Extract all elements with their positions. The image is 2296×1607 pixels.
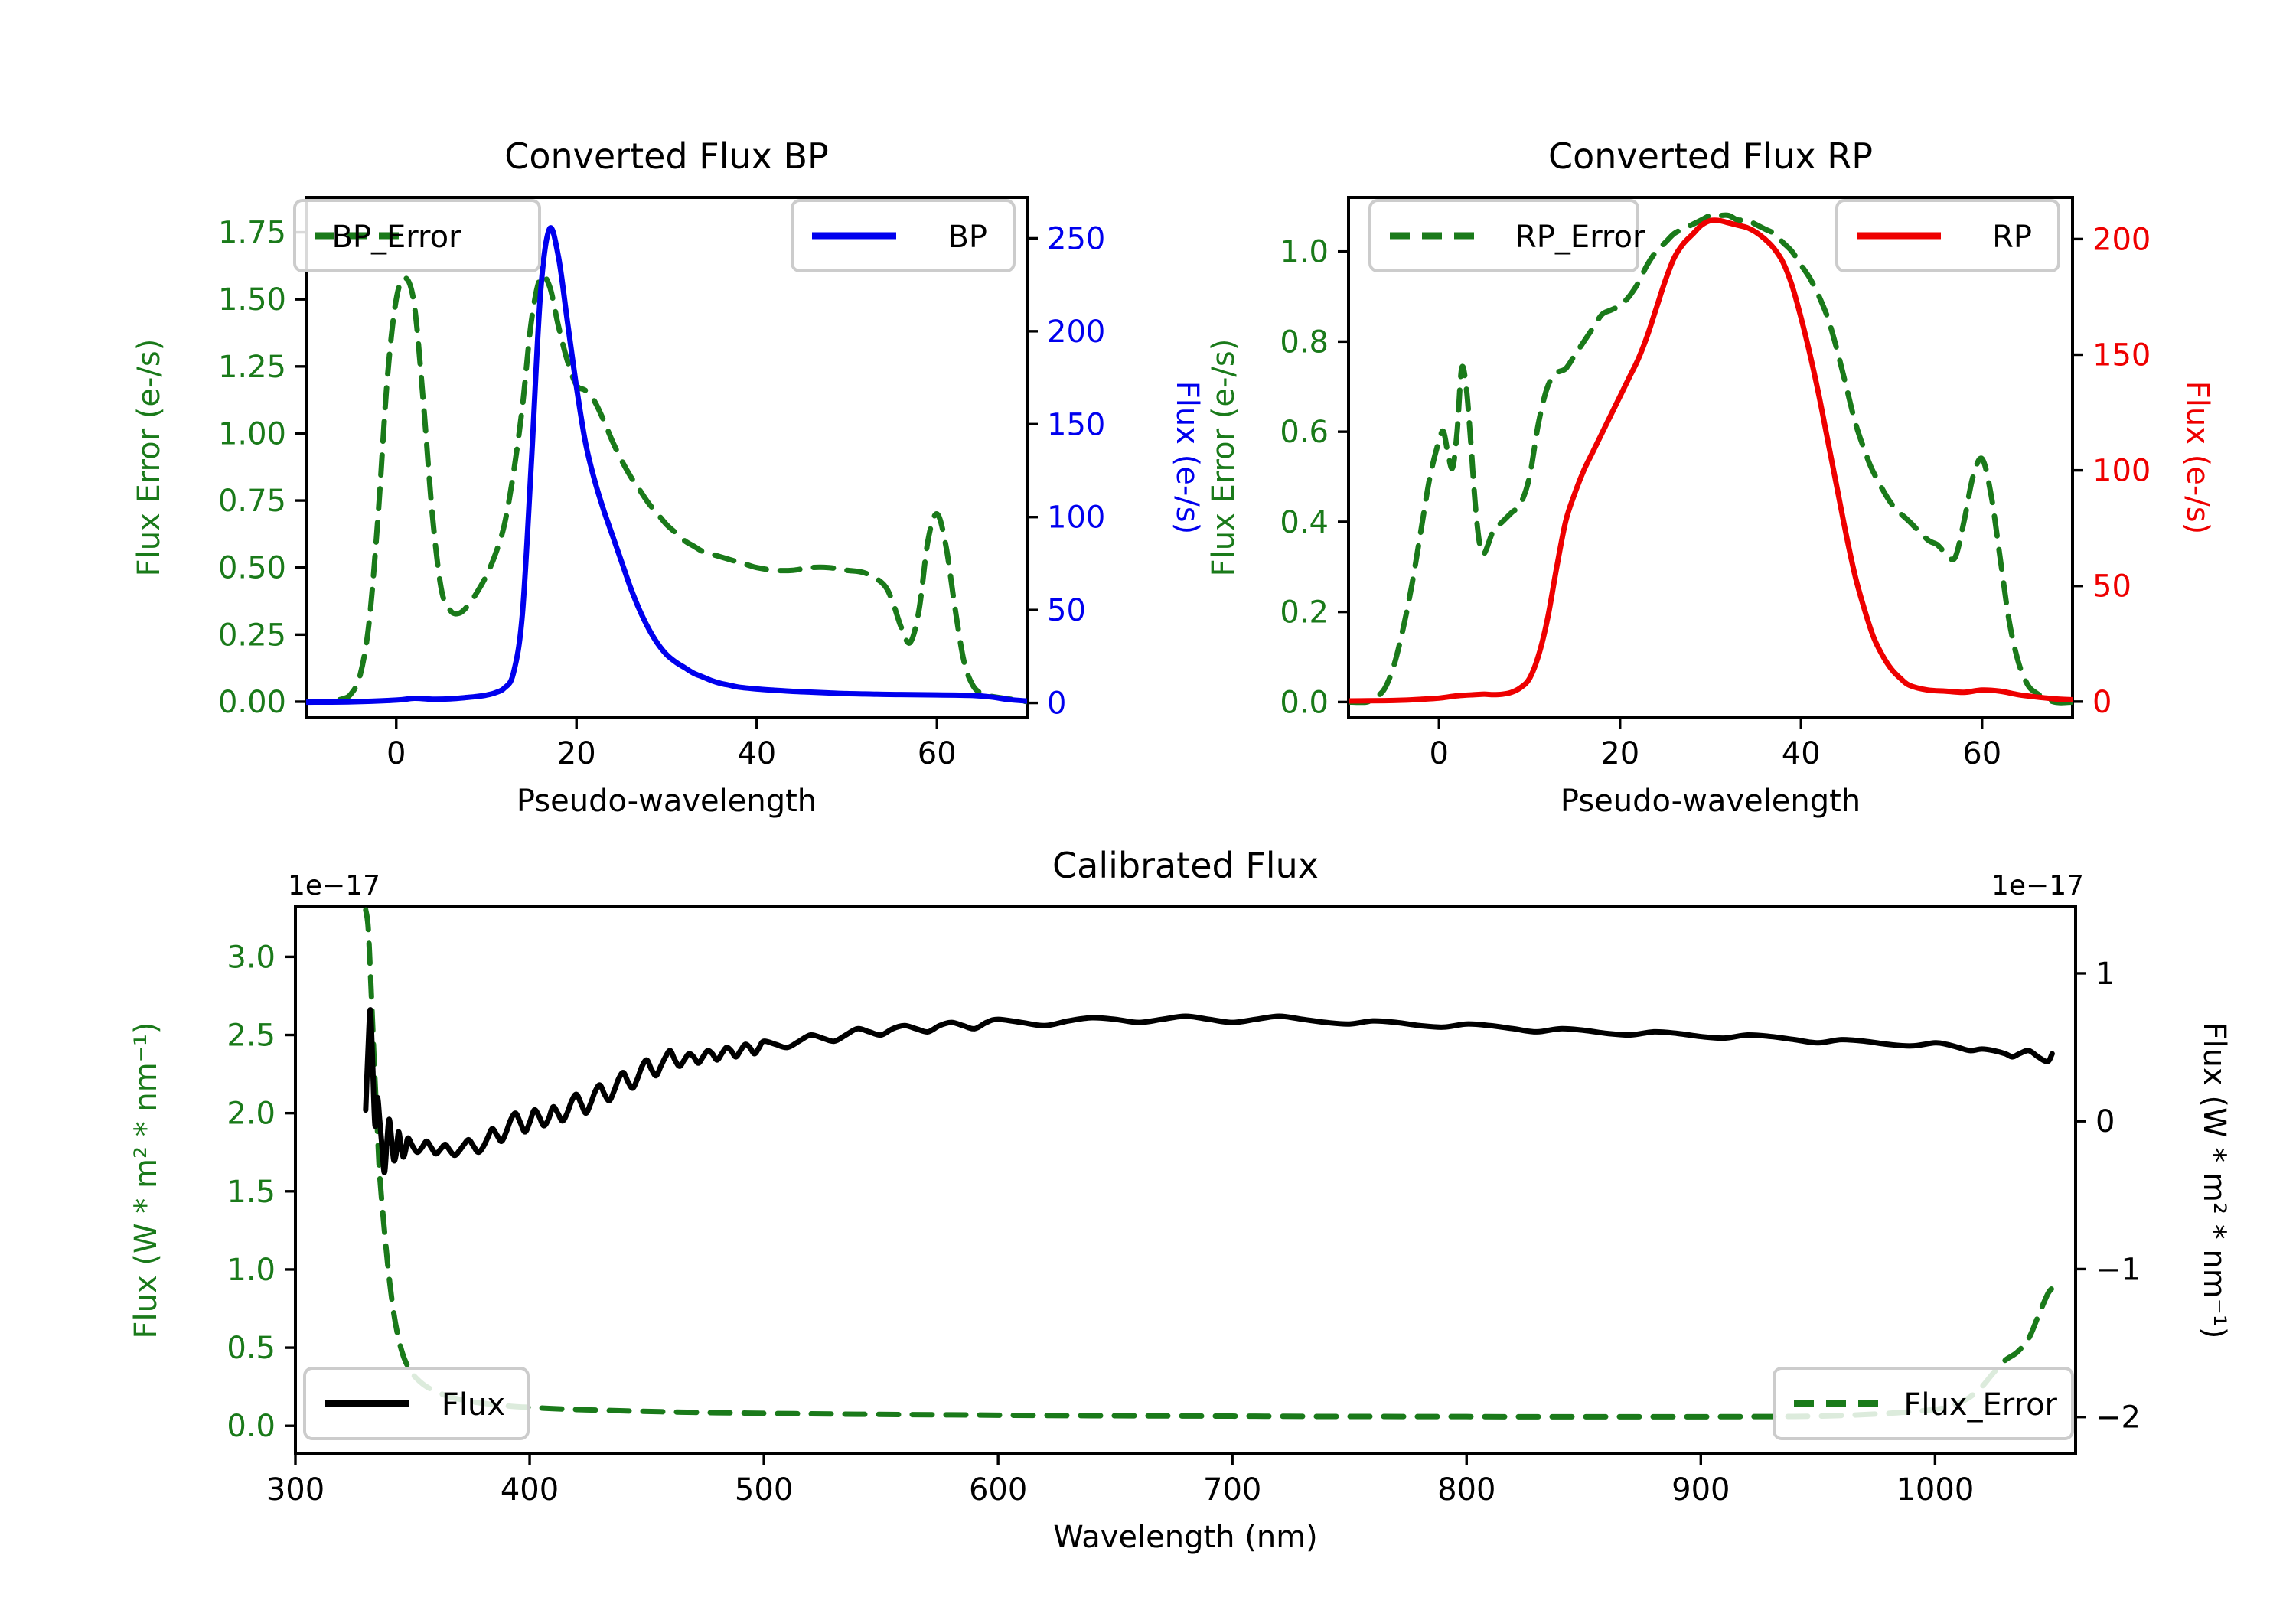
legend-label: Flux (442, 1387, 505, 1423)
y-right-tick-label: 100 (1047, 500, 1105, 536)
x-tick-label: 600 (969, 1472, 1027, 1508)
series-line-flux_error (363, 907, 2055, 1420)
y-right-tick-label: −2 (2095, 1400, 2141, 1436)
legend-box (791, 199, 1016, 272)
panel-title: Converted Flux BP (504, 135, 829, 177)
legend-flux[interactable]: Flux (303, 1367, 530, 1440)
legend-bp-error[interactable]: BP_Error (293, 199, 541, 272)
y-left-tick-label: 2.5 (227, 1019, 276, 1054)
legend-box (293, 199, 541, 272)
y-right-tick-label: 250 (1047, 221, 1105, 256)
y-right-axis-label: Flux (e-/s) (2180, 381, 2215, 534)
y-right-tick-label: 0 (2095, 1104, 2115, 1139)
y-left-tick-label: 0.25 (218, 618, 286, 653)
plot-frame (1347, 196, 2074, 719)
legend-rp-error[interactable]: RP_Error (1368, 199, 1645, 272)
legend-label: BP (947, 220, 987, 255)
legend-bp[interactable]: BP (791, 199, 1016, 272)
series-line-rp (1349, 217, 2073, 704)
y-left-tick-label: 1.5 (227, 1175, 276, 1210)
x-tick-label: 20 (557, 736, 596, 771)
x-tick-label: 0 (386, 736, 406, 771)
panel-title: Converted Flux RP (1548, 135, 1873, 177)
series-line-flux (363, 1007, 2055, 1175)
y-left-axis-label: Flux Error (e-/s) (1206, 339, 1241, 577)
plot-frame (294, 905, 2077, 1455)
y-left-tick-label: 1.75 (218, 216, 286, 251)
legend-box (1835, 199, 2060, 272)
y-left-tick-label: 0.5 (227, 1331, 276, 1366)
y-left-offset-text: 1e−17 (288, 870, 380, 901)
y-left-tick-label: 0.75 (218, 484, 286, 519)
x-tick-label: 800 (1437, 1472, 1495, 1508)
y-right-axis-label: Flux (e-/s) (1169, 381, 1205, 534)
y-left-tick-label: 0.4 (1280, 505, 1329, 540)
x-tick-label: 40 (1782, 736, 1821, 771)
y-right-tick-label: 200 (2092, 222, 2151, 257)
y-right-tick-label: 150 (1047, 407, 1105, 442)
x-tick-label: 1000 (1896, 1472, 1974, 1508)
y-left-tick-label: 2.0 (227, 1097, 276, 1132)
x-tick-label: 40 (737, 736, 776, 771)
legend-box (1368, 199, 1639, 272)
legend-label: Flux_Error (1903, 1387, 2057, 1423)
series-line-bp_error (306, 272, 1027, 705)
x-axis-label: Pseudo-wavelength (517, 784, 817, 819)
y-left-tick-label: 0.6 (1280, 415, 1329, 450)
y-right-tick-label: 0 (2092, 685, 2112, 720)
x-tick-label: 900 (1671, 1472, 1730, 1508)
plot-frame (305, 196, 1029, 719)
x-axis-label: Pseudo-wavelength (1561, 784, 1861, 819)
legend-label: RP (1992, 220, 2032, 255)
y-left-tick-label: 0.0 (1280, 685, 1329, 720)
x-tick-label: 400 (501, 1472, 559, 1508)
legend-box (1773, 1367, 2074, 1440)
legend-label: BP_Error (331, 220, 461, 255)
y-left-tick-label: 0.2 (1280, 595, 1329, 631)
y-right-tick-label: 150 (2092, 338, 2151, 373)
x-tick-label: 60 (918, 736, 957, 771)
panel-rp: Converted Flux RP 0 20 40 60 Pseudo-wavelengt… (1206, 135, 2215, 819)
x-axis-label: Wavelength (nm) (1053, 1520, 1318, 1555)
y-left-tick-label: 1.0 (1280, 235, 1329, 270)
y-left-tick-label: 0.0 (227, 1409, 276, 1444)
x-tick-label: 700 (1203, 1472, 1261, 1508)
legend-box (303, 1367, 530, 1440)
x-tick-label: 300 (266, 1472, 325, 1508)
y-right-tick-label: 50 (2092, 569, 2131, 605)
y-right-tick-label: 100 (2092, 454, 2151, 489)
y-left-tick-label: 0.50 (218, 551, 286, 586)
y-left-tick-label: 1.25 (218, 350, 286, 385)
y-left-tick-label: 1.0 (227, 1253, 276, 1288)
y-left-tick-label: 1.50 (218, 282, 286, 318)
y-right-tick-label: −1 (2095, 1252, 2141, 1287)
y-left-tick-label: 0.8 (1280, 324, 1329, 360)
legend-rp[interactable]: RP (1835, 199, 2060, 272)
series-line-bp (306, 225, 1027, 706)
panel-title: Calibrated Flux (1052, 845, 1319, 886)
y-left-axis-label: Flux Error (e-/s) (132, 339, 167, 577)
legend-label: RP_Error (1515, 220, 1645, 255)
panel-calibrated: Calibrated Flux 300 400 500 600 700 800 900 1000… (129, 845, 2232, 1555)
x-tick-label: 500 (735, 1472, 793, 1508)
y-right-tick-label: 200 (1047, 315, 1105, 350)
y-left-tick-label: 0.00 (218, 685, 286, 720)
y-right-tick-label: 50 (1047, 593, 1086, 628)
y-right-tick-label: 0 (1047, 686, 1066, 722)
panel-bp: Converted Flux BP 0 20 40 60 Pseudo-wavelengt… (132, 135, 1205, 819)
y-right-tick-label: 1 (2095, 957, 2115, 992)
y-right-axis-label: Flux (W * m² * nm⁻¹) (2197, 1022, 2232, 1339)
series-line-rp_error (1349, 212, 2073, 706)
x-tick-label: 0 (1430, 736, 1449, 771)
x-tick-label: 20 (1600, 736, 1639, 771)
y-left-tick-label: 3.0 (227, 940, 276, 975)
y-right-offset-text: 1e−17 (1991, 870, 2084, 901)
y-left-axis-label: Flux (W * m² * nm⁻¹) (129, 1022, 164, 1339)
x-tick-label: 60 (1962, 736, 2001, 771)
legend-flux-error[interactable]: Flux_Error (1773, 1367, 2074, 1440)
y-left-tick-label: 1.00 (218, 416, 286, 451)
